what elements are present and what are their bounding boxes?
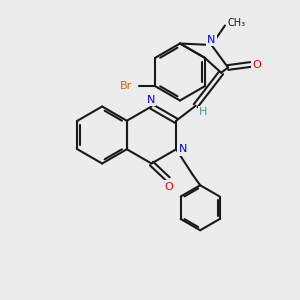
Text: N: N [147,95,155,105]
Text: N: N [178,144,187,154]
Text: N: N [207,34,216,45]
Text: O: O [253,59,262,70]
Text: Br: Br [120,81,132,91]
Text: CH₃: CH₃ [227,17,245,28]
Text: O: O [164,182,173,192]
Text: H: H [199,107,207,117]
